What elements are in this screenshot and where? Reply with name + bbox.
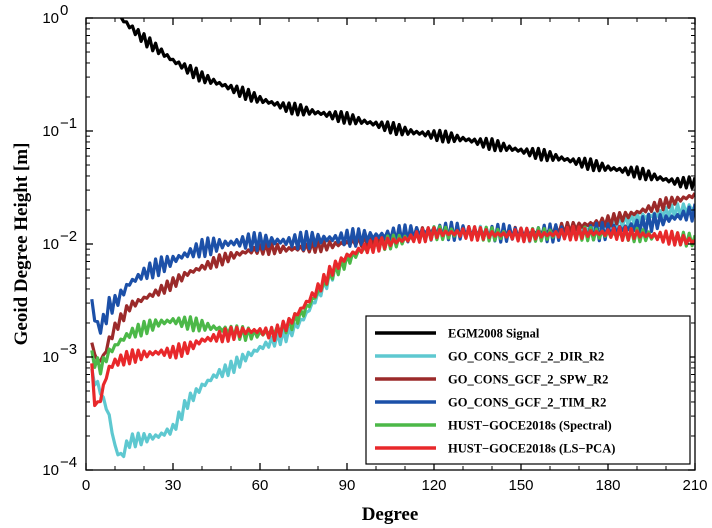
series-line-1 bbox=[119, 18, 695, 190]
legend-label-4: GO_CONS_GCF_2_TIM_R2 bbox=[448, 396, 606, 410]
y-tick-exponent: −2 bbox=[60, 228, 77, 245]
y-tick-label: 10 bbox=[42, 462, 59, 479]
x-tick-label: 60 bbox=[252, 477, 269, 494]
x-tick-label: 90 bbox=[339, 477, 356, 494]
y-tick-label: 10 bbox=[42, 349, 59, 366]
legend-label-3: GO_CONS_GCF_2_SPW_R2 bbox=[448, 373, 608, 387]
x-tick-label: 210 bbox=[682, 477, 707, 494]
legend-box bbox=[365, 315, 691, 465]
y-tick-label: 10 bbox=[42, 10, 59, 27]
series-line-5 bbox=[90, 224, 695, 376]
y-tick-exponent: −3 bbox=[60, 341, 77, 358]
legend-label-1: EGM2008 Signal bbox=[448, 327, 540, 341]
x-tick-label: 0 bbox=[82, 477, 90, 494]
x-tick-label: 120 bbox=[421, 477, 446, 494]
y-tick-label: 10 bbox=[42, 236, 59, 253]
series-line-6 bbox=[90, 224, 695, 408]
y-axis-title: Geoid Degree Height [m] bbox=[11, 143, 32, 346]
y-tick-exponent: −4 bbox=[60, 454, 77, 471]
x-axis-title: Degree bbox=[362, 504, 419, 525]
y-tick-exponent: −1 bbox=[60, 115, 77, 132]
legend-label-6: HUST−GOCE2018s (LS−PCA) bbox=[448, 442, 615, 456]
y-tick-exponent: 0 bbox=[60, 2, 68, 19]
x-tick-label: 150 bbox=[508, 477, 533, 494]
legend-label-2: GO_CONS_GCF_2_DIR_R2 bbox=[448, 350, 604, 364]
y-tick-label: 10 bbox=[42, 123, 59, 140]
legend-label-5: HUST−GOCE2018s (Spectral) bbox=[448, 419, 612, 433]
legend: EGM2008 Signal GO_CONS_GCF_2_DIR_R2 GO_CON… bbox=[365, 315, 691, 465]
series-layer bbox=[90, 18, 695, 459]
x-tick-label: 30 bbox=[165, 477, 182, 494]
x-tick-label: 180 bbox=[595, 477, 620, 494]
